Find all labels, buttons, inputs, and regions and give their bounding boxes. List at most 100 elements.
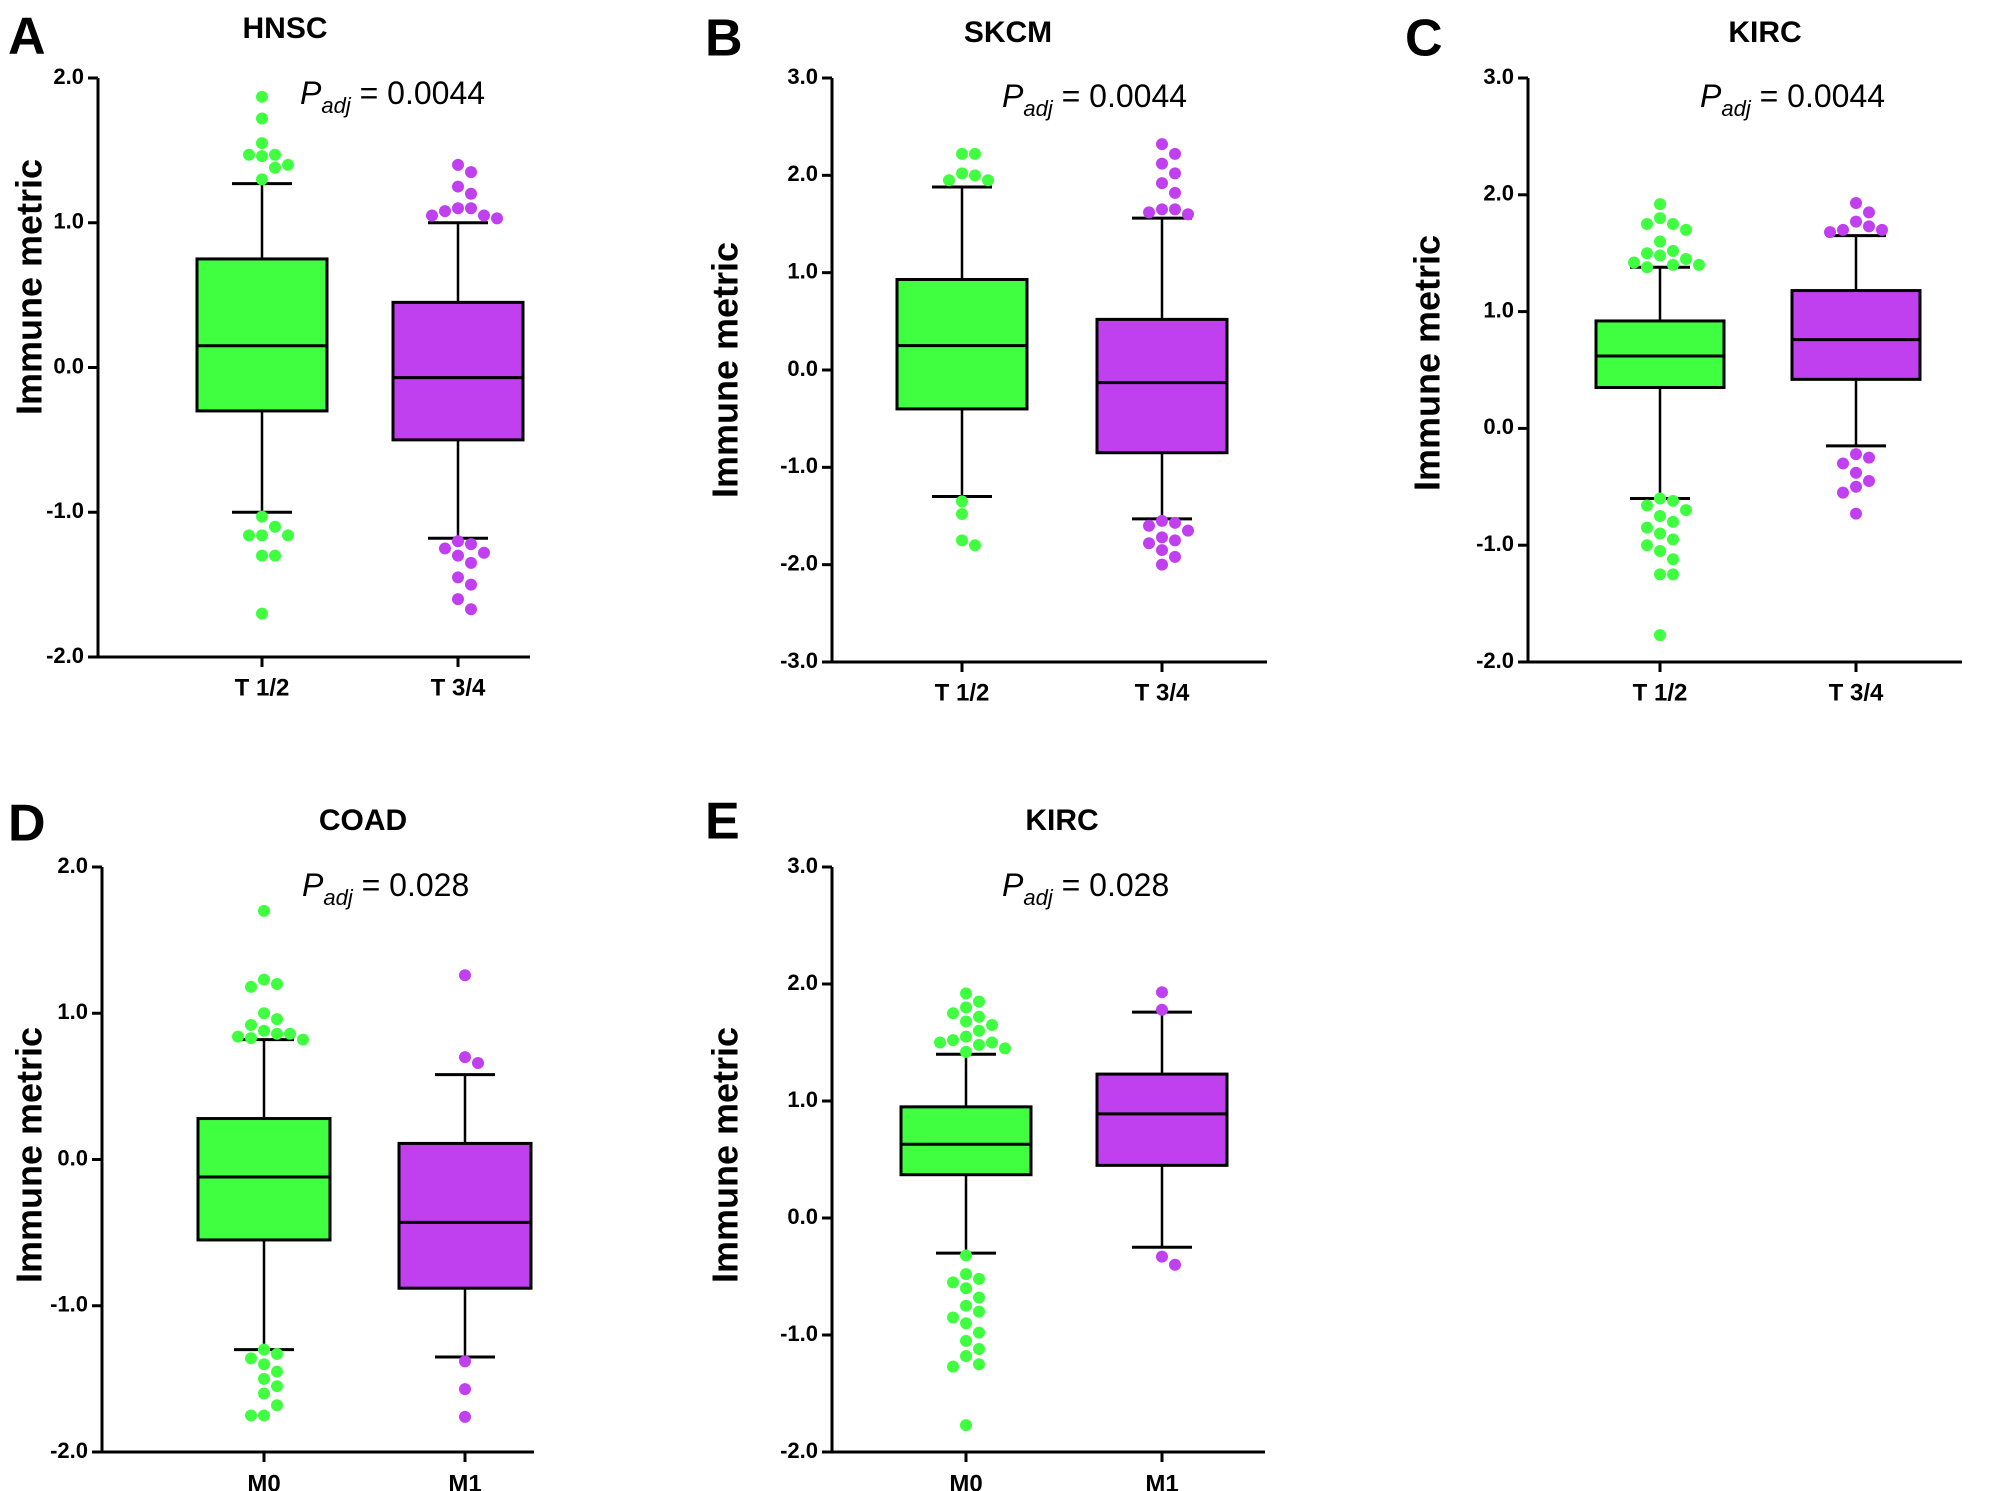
outlier-point [1850, 466, 1862, 479]
outlier-point [1693, 258, 1705, 271]
outlier-point [243, 148, 255, 161]
outlier-point [465, 603, 477, 616]
panel-letter: A [8, 8, 46, 66]
y-tick-label: -2.0 [50, 1438, 88, 1463]
outlier-point [269, 148, 281, 161]
p-value-annotation: Padj = 0.0044 [300, 75, 485, 118]
y-tick-label: 1.0 [787, 1087, 818, 1112]
panel-d: D COAD Immune metric Padj = 0.028 2.0 1.0 0.0 -… [8, 795, 534, 1491]
outlier-point [1654, 249, 1666, 262]
outlier-point [1837, 223, 1849, 236]
outlier-point [999, 1042, 1011, 1055]
outlier-point [271, 1380, 283, 1393]
outlier-point [271, 1027, 283, 1040]
outlier-point [452, 571, 464, 584]
outlier-point [439, 542, 451, 555]
iqr-box [397, 1141, 533, 1290]
y-tick-label: 2.0 [1483, 181, 1514, 206]
outlier-point [465, 166, 477, 179]
y-tick-label: 0.0 [1483, 414, 1514, 439]
y-tick-label: 0.0 [787, 1204, 818, 1229]
outlier-point [478, 209, 490, 222]
outlier-point [969, 539, 981, 552]
outlier-point [1156, 1003, 1168, 1016]
outlier-point [956, 534, 968, 547]
outlier-point [947, 1276, 959, 1289]
outlier-point [986, 1018, 998, 1031]
outlier-point [452, 158, 464, 171]
outlier-point [960, 1268, 972, 1281]
outlier-point [960, 1045, 972, 1058]
outlier-point [1654, 492, 1666, 505]
outlier-point [1850, 215, 1862, 228]
panel-title: KIRC [1728, 16, 1801, 49]
outlier-point [1156, 1250, 1168, 1263]
outlier-point [1156, 138, 1168, 151]
y-tick-label: 2.0 [53, 64, 84, 89]
outlier-point [960, 1334, 972, 1347]
outlier-point [973, 1291, 985, 1304]
outlier-point [973, 1358, 985, 1371]
y-tick-label: -1.0 [50, 1292, 88, 1317]
outlier-point [960, 987, 972, 1000]
outlier-point [1654, 510, 1666, 522]
outlier-point [1654, 629, 1666, 642]
y-tick-label: 2.0 [57, 853, 88, 878]
outlier-point [1156, 157, 1168, 170]
outlier-point [271, 1365, 283, 1378]
y-tick-label: -2.0 [46, 643, 84, 668]
outlier-point [1667, 533, 1679, 546]
outlier-point [1837, 457, 1849, 470]
y-tick-label: -1.0 [780, 453, 818, 478]
outlier-point [969, 169, 981, 182]
outlier-point [426, 209, 438, 222]
box-m1: M1 [397, 969, 533, 1491]
x-tick-label: T 1/2 [1633, 679, 1688, 706]
y-tick-label: 3.0 [787, 64, 818, 89]
outlier-point [1169, 1258, 1181, 1271]
outlier-point [973, 1343, 985, 1356]
panel-title: SKCM [964, 16, 1052, 49]
outlier-point [258, 973, 270, 986]
y-tick-label: -1.0 [1476, 531, 1514, 556]
outlier-point [1680, 223, 1692, 236]
outlier-point [256, 173, 268, 186]
iqr-box [1594, 319, 1726, 390]
outlier-point [459, 969, 471, 982]
y-tick-label: 0.0 [57, 1145, 88, 1170]
x-tick-label: T 3/4 [431, 674, 486, 701]
outlier-point [1156, 558, 1168, 571]
outlier-point [459, 1355, 471, 1368]
box-m0: M0 [899, 987, 1033, 1491]
outlier-point [271, 978, 283, 990]
outlier-point [973, 1305, 985, 1318]
outlier-point [1667, 494, 1679, 507]
outlier-point [282, 529, 294, 542]
outlier-point [1169, 203, 1181, 216]
outlier-point [956, 167, 968, 180]
outlier-point [960, 1015, 972, 1028]
outlier-point [960, 1419, 972, 1432]
outlier-point [1182, 524, 1194, 537]
box-t-1-2: T 1/2 [895, 147, 1029, 706]
panel-title: KIRC [1025, 804, 1098, 837]
box-t-1-2: T 1/2 [1594, 198, 1726, 706]
panel-e: E KIRC Immune metric Padj = 0.028 3.0 2.0 1.0 0… [705, 793, 1265, 1491]
panel-letter: D [8, 795, 46, 853]
outlier-point [1156, 177, 1168, 190]
outlier-point [465, 187, 477, 200]
outlier-point [1680, 253, 1692, 266]
outlier-point [297, 1033, 309, 1046]
y-tick-label: 2.0 [787, 970, 818, 995]
outlier-point [1667, 568, 1679, 581]
outlier-point [452, 549, 464, 562]
outlier-point [1876, 223, 1888, 236]
outlier-point [1156, 514, 1168, 527]
iqr-box [391, 300, 525, 442]
outlier-point [943, 174, 955, 187]
y-tick-label: -2.0 [1476, 648, 1514, 673]
y-tick-label: -1.0 [780, 1321, 818, 1346]
outlier-point [1143, 206, 1155, 219]
outlier-point [452, 202, 464, 215]
outlier-point [459, 1410, 471, 1423]
